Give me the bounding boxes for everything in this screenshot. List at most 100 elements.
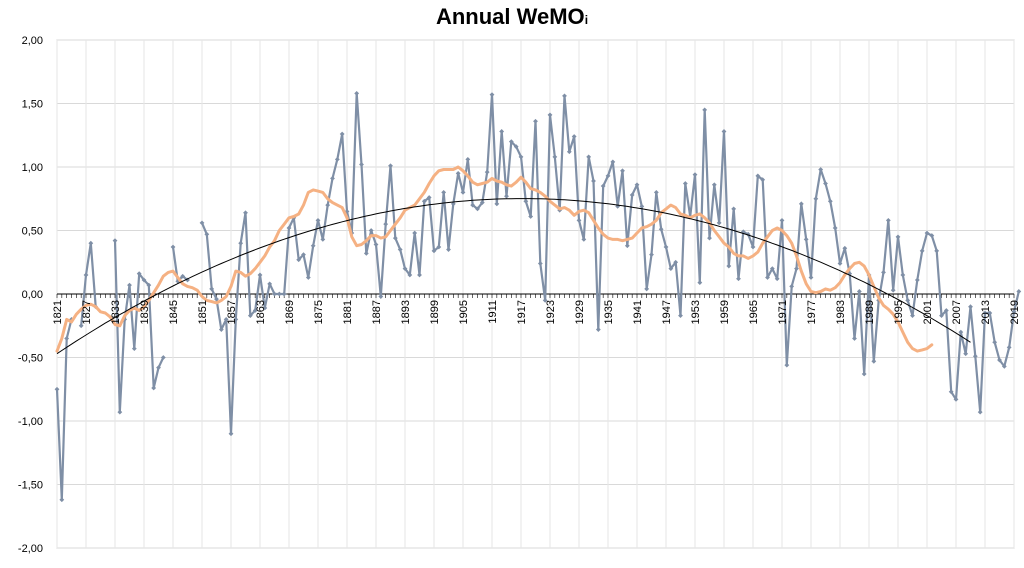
annual-data-point	[808, 275, 814, 280]
annual-data-point	[750, 244, 756, 250]
x-tick-label: 1875	[313, 300, 325, 324]
annual-data-point	[968, 304, 973, 310]
x-tick-label: 1947	[661, 300, 673, 324]
y-tick-label: -1,00	[18, 416, 43, 428]
annual-data-point	[117, 409, 123, 415]
annual-data-point	[914, 277, 920, 283]
annual-data-point	[489, 92, 495, 98]
annual-data-point	[257, 272, 263, 278]
annual-data-point	[465, 156, 471, 162]
annual-data-point	[755, 173, 761, 179]
x-tick-label: 1893	[400, 300, 412, 324]
annual-data-point	[798, 201, 804, 207]
annual-data-point	[247, 313, 253, 318]
annual-data-point	[320, 236, 326, 242]
annual-data-point	[494, 201, 500, 207]
annual-data-point	[508, 139, 514, 144]
annual-data-point	[421, 198, 427, 204]
annual-data-point	[595, 327, 601, 332]
chart-title-text: Annual WeMO	[435, 4, 585, 29]
annual-data-point	[789, 283, 795, 289]
annual-data-point	[334, 156, 340, 162]
annual-data-point	[354, 90, 360, 96]
annual-data-point	[272, 291, 277, 297]
annual-data-point	[682, 181, 688, 186]
annual-data-point	[402, 266, 408, 271]
annual-data-point	[731, 206, 737, 212]
chart-title: Annual WeMOi	[0, 4, 1024, 30]
annual-data-point	[479, 200, 485, 205]
annual-data-point	[446, 247, 451, 252]
annual-data-point	[146, 282, 152, 288]
x-tick-label: 1911	[487, 300, 499, 324]
annual-data-point	[436, 244, 442, 250]
annual-data-point	[112, 238, 118, 244]
annual-data-point	[199, 220, 205, 226]
annual-data-point	[426, 195, 432, 200]
annual-data-point	[842, 245, 848, 251]
annual-data-point	[228, 431, 234, 437]
annual-data-point	[88, 240, 94, 246]
annual-data-point	[470, 202, 476, 208]
annual-data-point	[813, 196, 819, 202]
annual-data-point	[663, 244, 669, 250]
annual-data-point	[518, 154, 524, 160]
annual-data-point	[378, 294, 384, 299]
annual-data-point	[649, 252, 654, 258]
x-tick-label: 1935	[603, 300, 615, 324]
annual-data-point	[823, 181, 828, 186]
annual-data-point	[958, 329, 964, 335]
annual-data-point	[64, 336, 70, 341]
annual-data-point	[151, 385, 157, 391]
annual-data-point	[562, 93, 567, 99]
annual-data-point	[692, 172, 698, 178]
annual-data-point	[373, 242, 379, 247]
annual-data-point	[547, 112, 553, 118]
annual-data-point	[499, 129, 505, 134]
annual-data-point	[238, 240, 244, 246]
annual-data-point	[716, 220, 722, 226]
x-tick-label: 2019	[1009, 300, 1021, 324]
annual-data-point	[658, 226, 664, 232]
annual-data-point	[59, 497, 65, 503]
x-tick-label: 1899	[429, 300, 441, 324]
annual-data-point	[392, 235, 398, 241]
annual-data-point	[397, 247, 403, 252]
annual-data-point	[982, 310, 988, 316]
x-tick-label: 1941	[632, 300, 644, 324]
annual-data-point	[344, 209, 350, 214]
annual-data-point	[368, 228, 374, 233]
x-tick-label: 1923	[545, 300, 557, 324]
annual-data-point	[929, 233, 935, 238]
x-tick-label: 1839	[139, 300, 151, 324]
annual-data-point	[591, 178, 596, 184]
annual-data-point	[214, 296, 219, 302]
annual-data-point	[624, 243, 630, 249]
y-tick-label: -2,00	[18, 543, 43, 555]
x-tick-label: 1917	[516, 300, 528, 324]
annual-data-point	[881, 270, 886, 275]
annual-data-point	[325, 202, 331, 208]
annual-data-point	[827, 198, 833, 204]
annual-data-point	[943, 308, 949, 313]
x-tick-label: 1959	[719, 300, 731, 324]
annual-data-point	[83, 272, 89, 278]
annual-data-point	[721, 129, 727, 134]
y-tick-label: 0,50	[22, 226, 43, 238]
annual-data-point	[523, 198, 529, 204]
x-tick-label: 2007	[951, 300, 963, 324]
y-tick-label: -1,50	[18, 480, 43, 492]
annual-data-point	[992, 339, 998, 345]
annual-data-point	[431, 248, 437, 254]
annual-data-point	[460, 190, 466, 195]
annual-data-point	[702, 107, 708, 113]
annual-data-point	[276, 291, 282, 297]
annual-data-point	[156, 365, 161, 371]
annual-data-point	[363, 250, 369, 256]
annual-data-point	[305, 275, 311, 280]
annual-data-point	[339, 131, 345, 137]
annual-data-point	[634, 182, 640, 188]
annual-data-point	[484, 169, 490, 175]
